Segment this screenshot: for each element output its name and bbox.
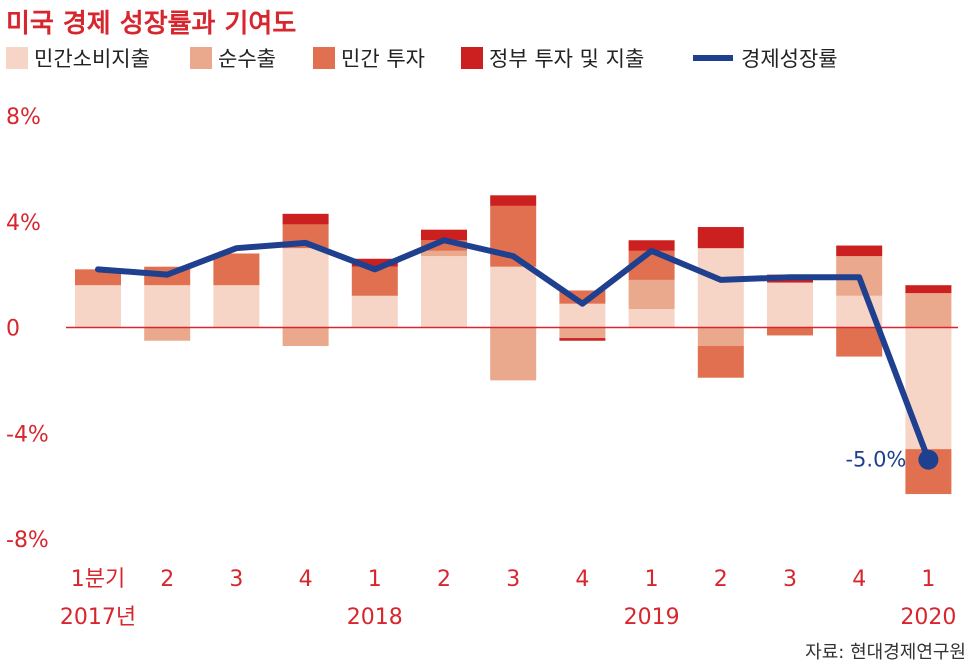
- bar-segment: [697, 346, 744, 378]
- legend-label: 경제성장률: [741, 47, 838, 71]
- y-axis: 8% 4% 0 -4% -8%: [6, 105, 49, 553]
- bar-segment: [490, 266, 537, 328]
- legend-swatch: [6, 47, 28, 69]
- bar-segment: [836, 245, 883, 257]
- bar-segment: [559, 327, 606, 339]
- bar-segment: [351, 258, 398, 267]
- bar-segment: [490, 195, 537, 206]
- bar-segment: [75, 285, 121, 328]
- x-tick-label: 1분기: [71, 567, 125, 592]
- bar-segment: [282, 327, 329, 347]
- bar-segment: [559, 303, 606, 328]
- x-tick-label: 2: [714, 567, 728, 592]
- annotation-label: -5.0%: [845, 448, 906, 472]
- y-tick-label: 8%: [6, 105, 41, 130]
- legend-label: 정부 투자 및 지출: [489, 47, 644, 71]
- year-label: 2018: [347, 605, 403, 630]
- x-tick-label: 3: [783, 567, 797, 592]
- bar-segment: [905, 293, 952, 328]
- y-tick-label: 4%: [6, 211, 41, 236]
- bar-segment: [905, 285, 952, 294]
- x-tick-label: 2: [160, 567, 174, 592]
- bar-segment: [282, 248, 329, 328]
- bar-segment: [144, 327, 191, 341]
- year-label: 2019: [624, 605, 680, 630]
- y-tick-label: -4%: [6, 422, 49, 447]
- year-label: 2017년: [60, 605, 136, 630]
- x-tick-label: 3: [506, 567, 520, 592]
- x-tick-label: 1: [645, 567, 659, 592]
- bar-segment: [697, 327, 744, 347]
- x-tick-label: 4: [852, 567, 866, 592]
- legend-label: 민간소비지출: [34, 47, 150, 71]
- bar-segment: [282, 213, 329, 225]
- x-tick-label: 2: [437, 567, 451, 592]
- chart-title: 미국 경제 성장률과 기여도: [6, 9, 296, 39]
- bar-segment: [490, 327, 537, 381]
- source-note: 자료: 현대경제연구원: [805, 642, 966, 663]
- bar-segment: [559, 338, 606, 341]
- legend-label: 순수출: [218, 47, 276, 71]
- bar-segment: [421, 240, 467, 251]
- bar-segment: [697, 227, 744, 249]
- x-tick-label: 3: [229, 567, 243, 592]
- x-tick-label: 4: [575, 567, 589, 592]
- bar-segment: [628, 308, 675, 328]
- legend-swatch: [190, 47, 212, 69]
- growth-line-group: -5.0%: [95, 237, 939, 472]
- bars: [75, 195, 952, 495]
- bar-segment: [767, 282, 813, 328]
- x-tick-label: 1: [368, 567, 382, 592]
- bar-segment: [697, 248, 744, 328]
- bar-segment: [767, 327, 813, 336]
- x-axis: 1분기 2 3 4 1 2 3 4 1 2 3 4 1 2017년 2018 2019 2020: [60, 567, 957, 630]
- growth-line: [95, 237, 932, 463]
- bar-segment: [213, 285, 260, 328]
- bar-segment: [351, 295, 398, 328]
- bar-segment: [75, 269, 121, 286]
- y-tick-label: 0: [6, 317, 20, 342]
- bar-segment: [144, 285, 191, 328]
- x-tick-label: 4: [299, 567, 313, 592]
- legend-swatch: [313, 47, 335, 69]
- bar-segment: [628, 240, 675, 251]
- legend: 민간소비지출 순수출 민간 투자 정부 투자 및 지출 경제성장률: [6, 47, 838, 71]
- x-tick-label: 1: [921, 567, 935, 592]
- bar-segment: [905, 327, 952, 450]
- bar-segment: [213, 253, 260, 286]
- growth-point: [918, 449, 939, 470]
- bar-segment: [421, 256, 467, 328]
- bar-segment: [421, 229, 467, 241]
- bar-segment: [628, 279, 675, 309]
- bar-segment: [836, 327, 883, 357]
- legend-swatch: [461, 47, 483, 69]
- legend-label: 민간 투자: [341, 47, 425, 71]
- year-label: 2020: [900, 605, 956, 630]
- bar-segment: [421, 250, 467, 257]
- y-tick-label: -8%: [6, 528, 49, 553]
